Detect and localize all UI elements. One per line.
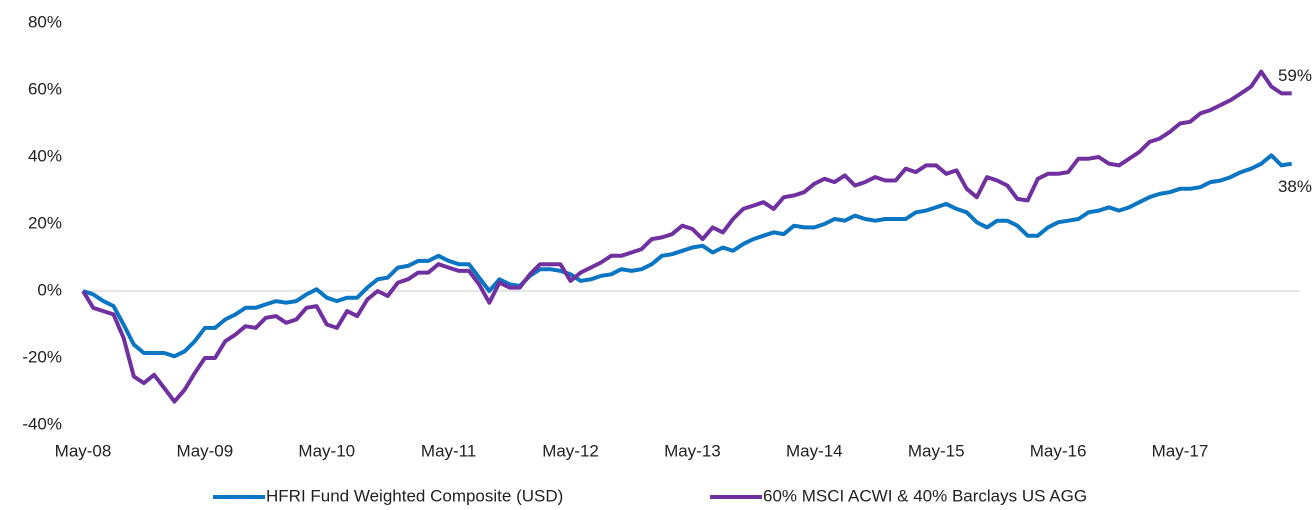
y-tick-label: -40%: [22, 414, 62, 433]
y-tick-label: 60%: [28, 79, 62, 98]
y-tick-label: 0%: [37, 280, 62, 299]
series-line: [81, 69, 1292, 404]
x-tick-label: May-17: [1152, 441, 1209, 460]
x-tick-label: May-08: [55, 441, 112, 460]
x-tick-label: May-12: [542, 441, 599, 460]
x-tick-label: May-10: [298, 441, 355, 460]
y-tick-label: 40%: [28, 146, 62, 165]
x-tick-label: May-13: [664, 441, 721, 460]
x-tick-label: May-09: [177, 441, 234, 460]
x-tick-label: May-11: [421, 441, 476, 460]
x-tick-label: May-15: [908, 441, 965, 460]
series-line: [82, 153, 1293, 359]
y-tick-label: 80%: [28, 12, 62, 31]
value-label: 59%: [1278, 66, 1312, 85]
legend-label: HFRI Fund Weighted Composite (USD): [266, 486, 563, 505]
x-tick-label: May-16: [1030, 441, 1087, 460]
value-label: 38%: [1278, 177, 1312, 196]
x-tick-label: May-14: [786, 441, 843, 460]
legend-label: 60% MSCI ACWI & 40% Barclays US AGG: [763, 486, 1087, 505]
y-tick-label: 20%: [28, 213, 62, 232]
y-tick-label: -20%: [22, 347, 62, 366]
